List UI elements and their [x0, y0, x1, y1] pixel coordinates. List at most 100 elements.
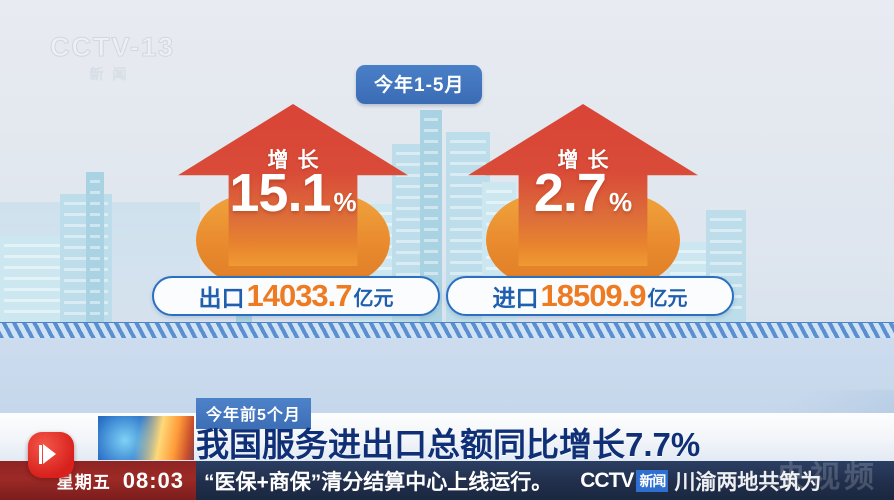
building-window-row: [450, 272, 486, 275]
building-window-row: [424, 140, 438, 143]
growth-arrow-export: 增长 15.1 %: [178, 104, 408, 294]
building-window-row: [424, 272, 438, 275]
building-window-row: [90, 246, 100, 249]
value-pill-unit: 亿元: [353, 287, 394, 310]
growth-value: 2.7: [533, 163, 607, 223]
cctv-wordmark: CCTV: [580, 468, 634, 492]
building-window-row: [396, 152, 428, 155]
building-window-row: [450, 206, 486, 209]
building-window-row: [396, 174, 428, 177]
building-window-row: [450, 162, 486, 165]
building-window-row: [424, 129, 438, 132]
building: [86, 172, 104, 322]
building-window-row: [396, 185, 428, 188]
app-watermark: 央视频: [776, 461, 878, 494]
building-window-row: [4, 255, 70, 258]
building-window-row: [424, 228, 438, 231]
building-window-row: [424, 173, 438, 176]
building-window-row: [4, 277, 70, 280]
building-window-row: [396, 240, 428, 243]
building-window-row: [90, 191, 100, 194]
period-badge: 今年1-5月: [356, 65, 483, 104]
building-window-row: [450, 151, 486, 154]
building-window-row: [90, 268, 100, 271]
clock-text: 08:03: [122, 467, 184, 493]
building-window-row: [356, 267, 404, 270]
ticker-tail-text: 川渝两地共筑为: [674, 470, 822, 494]
building-window-row: [396, 251, 428, 254]
growth-label: 增长: [557, 149, 618, 172]
building-window-row: [450, 173, 486, 176]
play-button-icon[interactable]: [28, 432, 74, 478]
value-pill-import: 进口 18509.9 亿元: [446, 276, 734, 316]
building-window-row: [710, 240, 742, 243]
building-window-row: [396, 163, 428, 166]
building-window-row: [90, 290, 100, 293]
building-window-row: [424, 239, 438, 242]
building-window-row: [450, 140, 486, 143]
building-window-row: [90, 180, 100, 183]
growth-value: 15.1: [229, 163, 331, 223]
building-window-row: [396, 229, 428, 232]
cctv-news-mark: CCTV 新闻: [580, 468, 669, 493]
building-window-row: [670, 250, 720, 253]
building-window-row: [90, 224, 100, 227]
building-window-row: [90, 235, 100, 238]
value-pill-unit: 亿元: [647, 287, 688, 310]
hatched-divider: [0, 322, 894, 339]
building-window-row: [424, 195, 438, 198]
value-pill-label: 出口: [198, 285, 245, 311]
building-window-row: [450, 217, 486, 220]
growth-value-row: 15.1 %: [178, 166, 408, 220]
building-window-row: [396, 196, 428, 199]
building-window-row: [396, 273, 428, 276]
arrow-text-group: 增长 15.1 %: [178, 104, 408, 266]
percent-sign: %: [608, 187, 633, 217]
building-window-row: [90, 202, 100, 205]
building-window-row: [4, 310, 70, 313]
building-window-row: [90, 301, 100, 304]
building-window-row: [486, 201, 512, 204]
building-window-row: [710, 229, 742, 232]
building-window-row: [396, 262, 428, 265]
building-window-row: [424, 217, 438, 220]
infographic-stage: CCTV-13 新闻 今年1-5月 增长 15.1 % 增长: [0, 0, 894, 322]
globe-graphic: [98, 416, 194, 460]
building-window-row: [396, 207, 428, 210]
ticker-text: “医保+商保”清分结算中心上线运行。: [204, 470, 553, 494]
building-window-row: [670, 261, 720, 264]
building-window-row: [90, 279, 100, 282]
weekday-text: 星期五: [56, 473, 111, 492]
building-window-row: [424, 184, 438, 187]
building-window-row: [4, 266, 70, 269]
building-window-row: [450, 195, 486, 198]
building-window-row: [710, 251, 742, 254]
arrow-text-group: 增长 2.7 %: [468, 104, 698, 266]
building-window-row: [450, 250, 486, 253]
building-window-row: [450, 239, 486, 242]
channel-watermark-sub: 新闻: [89, 66, 136, 83]
percent-sign: %: [333, 187, 357, 217]
bottom-bar: 星期五 08:03 “医保+商保”清分结算中心上线运行。 CCTV 新闻 川渝两…: [0, 461, 894, 500]
building-window-row: [424, 162, 438, 165]
headline-text: 我国服务进出口总额同比增长7.7%: [196, 426, 701, 463]
building-window-row: [90, 213, 100, 216]
building-window-row: [424, 261, 438, 264]
value-pill-export: 出口 14033.7 亿元: [152, 276, 440, 316]
building: [420, 110, 442, 322]
building-window-row: [4, 299, 70, 302]
value-pill-number: 14033.7: [246, 278, 352, 313]
building-window-row: [450, 228, 486, 231]
lower-third-tag: 今年前5个月: [196, 398, 311, 429]
news-ticker: “医保+商保”清分结算中心上线运行。 CCTV 新闻 川渝两地共筑为: [196, 461, 894, 500]
building-window-row: [396, 218, 428, 221]
building-window-row: [424, 206, 438, 209]
value-pill-label: 进口: [492, 285, 539, 311]
building-window-row: [90, 312, 100, 315]
building-window-row: [710, 262, 742, 265]
value-pill-number: 18509.9: [540, 278, 646, 313]
building-window-row: [90, 257, 100, 260]
building-window-row: [450, 184, 486, 187]
building-window-row: [450, 261, 486, 264]
